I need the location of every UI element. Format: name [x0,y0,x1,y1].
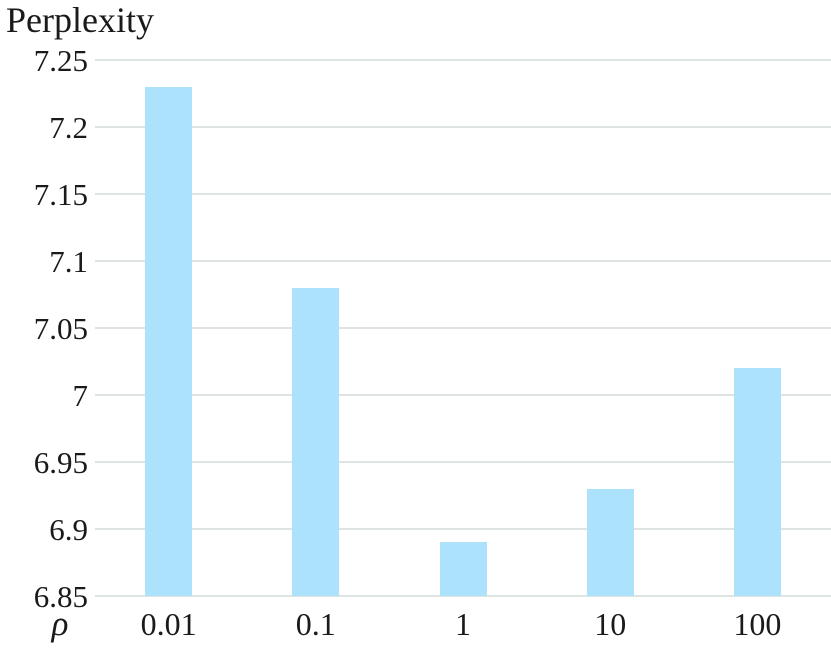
y-tick-label: 7.1 [49,244,88,279]
y-tick-label: 6.85 [33,579,88,614]
gridline [95,528,831,530]
x-tick-label: 100 [733,606,782,642]
y-tick-label: 7 [72,378,89,413]
x-tick-label: 1 [455,606,471,642]
y-tick-label: 6.9 [49,512,88,547]
x-tick-label: 0.1 [295,606,336,642]
chart-title: Perplexity [6,0,154,40]
bar [145,86,193,596]
bar [733,368,781,596]
gridline [95,59,831,61]
bar [292,287,340,596]
gridline [95,126,831,128]
gridline [95,394,831,396]
gridline [95,461,831,463]
gridline [95,595,831,597]
x-tick-label: 10 [594,606,627,642]
bar [586,488,634,596]
y-tick-label: 7.2 [49,110,88,145]
bar [439,542,487,596]
y-tick-label: 6.95 [33,445,88,480]
y-tick-label: 7.05 [33,311,88,346]
x-tick-label: 0.01 [140,606,197,642]
gridline [95,260,831,262]
y-tick-label: 7.15 [33,177,88,212]
gridline [95,193,831,195]
gridline [95,327,831,329]
x-axis-label-rho: ρ [51,604,69,643]
y-tick-label: 7.25 [33,43,88,78]
